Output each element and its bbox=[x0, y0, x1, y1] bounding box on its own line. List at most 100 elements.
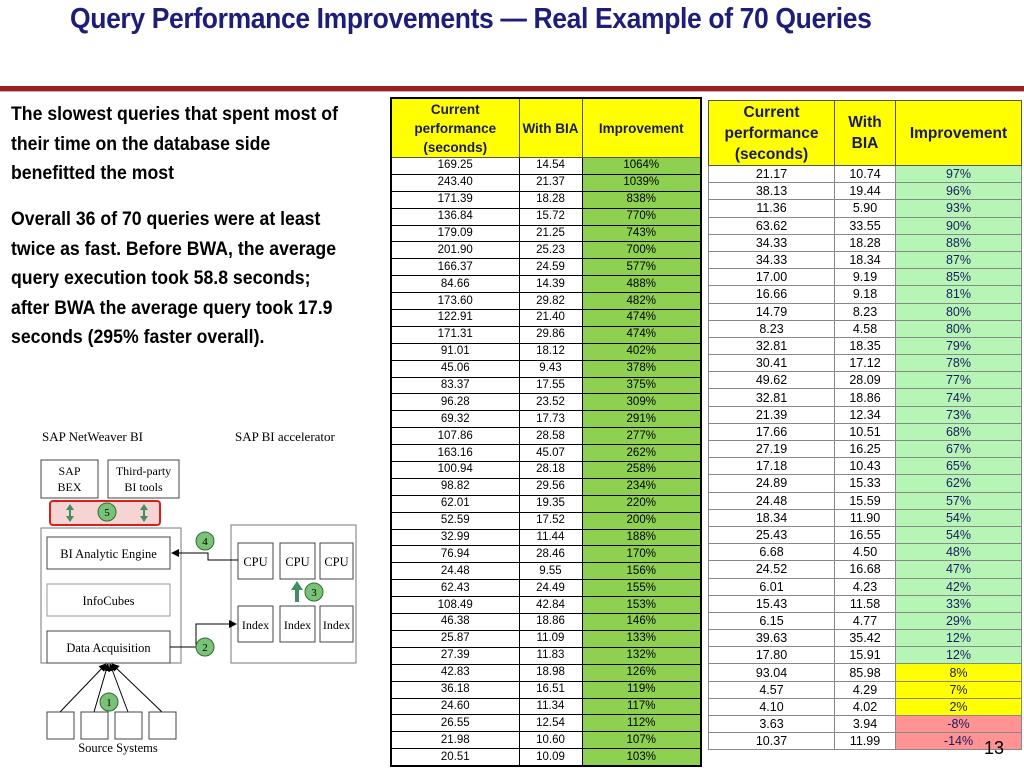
header-current-performance: Current performance (seconds) bbox=[708, 100, 835, 166]
improvement-cell: 93% bbox=[895, 199, 1022, 218]
cpu-label-2: CPU bbox=[285, 555, 309, 569]
source-system-box-1 bbox=[46, 711, 75, 740]
table-row: 171.31 29.86 474% bbox=[391, 326, 702, 344]
current-performance-cell: 100.94 bbox=[391, 461, 520, 479]
improvement-cell: 170% bbox=[582, 545, 702, 564]
table-row: 100.94 28.18 258% bbox=[391, 461, 702, 479]
cpu-box-2 bbox=[279, 542, 316, 580]
with-bia-cell: 24.59 bbox=[519, 258, 583, 277]
improvement-cell: 107% bbox=[582, 731, 702, 750]
table-header-row: Current performance (seconds) With BIA I… bbox=[708, 100, 1022, 166]
with-bia-cell: 4.77 bbox=[834, 612, 896, 631]
improvement-cell: 146% bbox=[582, 613, 702, 631]
improvement-cell: 262% bbox=[582, 444, 702, 463]
current-performance-cell: 32.81 bbox=[708, 388, 835, 407]
with-bia-cell: 18.28 bbox=[519, 191, 583, 209]
current-performance-cell: 17.00 bbox=[708, 268, 835, 287]
improvement-cell: 291% bbox=[582, 410, 702, 429]
table-row: 24.52 16.68 47% bbox=[708, 560, 1022, 579]
arrow-updown-left-icon bbox=[66, 504, 74, 522]
improvement-cell: 7% bbox=[895, 681, 1022, 699]
with-bia-cell: 15.59 bbox=[834, 492, 896, 510]
improvement-cell: 8% bbox=[895, 663, 1022, 682]
current-performance-cell: 38.13 bbox=[708, 182, 835, 201]
header-with-bia: With BIA bbox=[834, 100, 896, 166]
current-performance-cell: 93.04 bbox=[708, 663, 835, 682]
current-performance-cell: 32.81 bbox=[708, 337, 835, 356]
third-party-label-2: BI tools bbox=[124, 480, 163, 494]
with-bia-cell: 28.09 bbox=[834, 371, 896, 390]
improvement-cell: 700% bbox=[582, 241, 702, 260]
with-bia-cell: 14.54 bbox=[519, 157, 583, 175]
table-row: 17.18 10.43 65% bbox=[708, 457, 1022, 476]
current-performance-cell: 122.91 bbox=[391, 309, 520, 327]
improvement-cell: 577% bbox=[582, 258, 702, 277]
with-bia-cell: 17.55 bbox=[519, 377, 583, 395]
table-row: 20.51 10.09 103% bbox=[391, 748, 702, 767]
table-row: 21.98 10.60 107% bbox=[391, 731, 702, 750]
with-bia-cell: 24.49 bbox=[519, 579, 583, 598]
with-bia-cell: 21.25 bbox=[519, 225, 583, 243]
with-bia-cell: 15.33 bbox=[834, 474, 896, 493]
improvement-cell: 12% bbox=[895, 629, 1022, 648]
current-performance-cell: 6.01 bbox=[708, 578, 835, 596]
current-performance-cell: 45.06 bbox=[391, 360, 520, 378]
improvement-cell: 54% bbox=[895, 509, 1022, 527]
with-bia-cell: 33.55 bbox=[834, 217, 896, 235]
index-label-2: Index bbox=[284, 618, 311, 632]
improvement-cell: 57% bbox=[895, 492, 1022, 510]
improvement-cell: 88% bbox=[895, 234, 1022, 252]
current-performance-cell: 14.79 bbox=[708, 303, 835, 321]
table-row: 27.39 11.83 132% bbox=[391, 647, 702, 665]
with-bia-cell: 19.35 bbox=[519, 495, 583, 513]
table-row: 17.00 9.19 85% bbox=[708, 268, 1022, 287]
with-bia-cell: 17.52 bbox=[519, 512, 583, 530]
connector-cpu-to-engine bbox=[171, 549, 238, 561]
table-row: 201.90 25.23 700% bbox=[391, 241, 702, 260]
current-performance-cell: 39.63 bbox=[708, 629, 835, 648]
current-performance-cell: 17.18 bbox=[708, 457, 835, 476]
bi-analytic-engine-box bbox=[46, 536, 171, 570]
improvement-cell: 402% bbox=[582, 343, 702, 361]
current-performance-cell: 27.39 bbox=[391, 647, 520, 665]
with-bia-cell: 21.37 bbox=[519, 174, 583, 192]
table-row: 39.63 35.42 12% bbox=[708, 629, 1022, 648]
with-bia-cell: 18.35 bbox=[834, 337, 896, 356]
with-bia-cell: 29.86 bbox=[519, 326, 583, 344]
improvement-cell: 1039% bbox=[582, 174, 702, 192]
current-performance-cell: 96.28 bbox=[391, 393, 520, 412]
improvement-cell: 133% bbox=[582, 630, 702, 648]
current-performance-cell: 166.37 bbox=[391, 258, 520, 277]
improvement-cell: 155% bbox=[582, 579, 702, 598]
current-performance-cell: 179.09 bbox=[391, 225, 520, 243]
bi-analytic-engine-label: BI Analytic Engine bbox=[60, 547, 157, 561]
improvement-cell: 117% bbox=[582, 698, 702, 716]
current-performance-cell: 20.51 bbox=[391, 748, 520, 767]
badge-2-label: 2 bbox=[202, 642, 208, 654]
connector-source-3 bbox=[108, 663, 129, 713]
table-row: 34.33 18.34 87% bbox=[708, 251, 1022, 270]
badge-5-label: 5 bbox=[104, 507, 110, 519]
table-row: 17.80 15.91 12% bbox=[708, 646, 1022, 665]
current-performance-cell: 62.43 bbox=[391, 579, 520, 598]
improvement-cell: 77% bbox=[895, 371, 1022, 390]
table-row: 63.62 33.55 90% bbox=[708, 217, 1022, 235]
title-divider-shadow bbox=[0, 91, 1024, 92]
table-row: 24.48 15.59 57% bbox=[708, 492, 1022, 510]
with-bia-cell: 4.02 bbox=[834, 698, 896, 717]
improvement-cell: 85% bbox=[895, 268, 1022, 287]
with-bia-cell: 12.34 bbox=[834, 406, 896, 424]
improvement-cell: 234% bbox=[582, 478, 702, 496]
source-system-box-4 bbox=[148, 711, 177, 740]
table-row: 49.62 28.09 77% bbox=[708, 371, 1022, 390]
with-bia-cell: 11.34 bbox=[519, 698, 583, 716]
improvement-cell: 97% bbox=[895, 165, 1022, 184]
table-row: 26.55 12.54 112% bbox=[391, 714, 702, 733]
with-bia-cell: 4.23 bbox=[834, 578, 896, 596]
current-performance-cell: 21.39 bbox=[708, 406, 835, 424]
with-bia-cell: 4.29 bbox=[834, 681, 896, 699]
with-bia-cell: 18.34 bbox=[834, 251, 896, 270]
table-row: 21.39 12.34 73% bbox=[708, 406, 1022, 424]
with-bia-cell: 42.84 bbox=[519, 596, 583, 615]
table-row: 34.33 18.28 88% bbox=[708, 234, 1022, 252]
